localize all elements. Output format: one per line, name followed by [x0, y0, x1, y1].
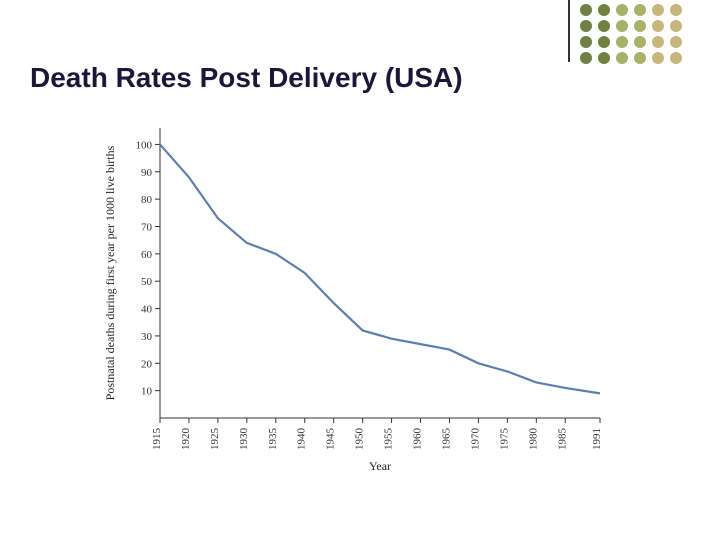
decor-dot [670, 52, 682, 64]
x-tick-label: 1930 [238, 428, 250, 451]
chart-container: 10 20 30 40 50 60 70 80 90 100 1915 1920 1925 1930 193… [90, 118, 630, 488]
data-line [160, 144, 600, 393]
decor-dot [652, 52, 664, 64]
x-tick-label: 1935 [267, 428, 279, 451]
x-tick-label: 1940 [296, 428, 308, 451]
y-tick-label: 100 [136, 139, 153, 151]
line-chart: 10 20 30 40 50 60 70 80 90 100 1915 1920 1925 1930 193… [90, 118, 630, 488]
decor-dot [670, 36, 682, 48]
y-tick-label: 40 [141, 304, 153, 316]
decor-dot [652, 4, 664, 16]
x-tick-label: 1925 [209, 428, 221, 451]
decor-dot [670, 20, 682, 32]
x-tick-label: 1960 [412, 428, 424, 451]
decor-dot [580, 36, 592, 48]
decor-dot [598, 52, 610, 64]
y-tick-label: 20 [141, 358, 153, 370]
decor-dot [598, 4, 610, 16]
decor-dot [580, 20, 592, 32]
decor-dot [616, 20, 628, 32]
x-tick-label: 1965 [440, 428, 452, 451]
y-tick-label: 80 [141, 194, 153, 206]
y-axis-title: Postnatal deaths during first year per 1… [103, 145, 117, 400]
y-tick-label: 60 [141, 249, 153, 261]
decor-dot [616, 4, 628, 16]
decor-dot [652, 20, 664, 32]
y-tick-label: 90 [141, 167, 153, 179]
decor-dot [580, 52, 592, 64]
corner-dot-grid [556, 0, 706, 70]
y-tick-label: 70 [141, 221, 153, 233]
decor-dot [598, 36, 610, 48]
decor-dot [616, 36, 628, 48]
page-title: Death Rates Post Delivery (USA) [30, 62, 463, 94]
x-tick-label: 1985 [556, 428, 568, 451]
x-tick-label: 1991 [591, 428, 603, 450]
x-tick-label: 1915 [151, 428, 163, 451]
decor-dot [634, 20, 646, 32]
decor-dot [670, 4, 682, 16]
x-tick-label: 1955 [383, 428, 395, 451]
x-tick-label: 1980 [527, 428, 539, 451]
decor-dot [634, 52, 646, 64]
x-tick-label: 1945 [325, 428, 337, 451]
y-tick-label: 10 [141, 386, 153, 398]
decor-dot [634, 36, 646, 48]
decor-dot [598, 20, 610, 32]
y-tick-label: 30 [141, 331, 153, 343]
y-tick-label: 50 [141, 276, 153, 288]
decor-dot [652, 36, 664, 48]
decor-dot [616, 52, 628, 64]
x-tick-label: 1920 [180, 428, 192, 451]
decor-dot [580, 4, 592, 16]
x-tick-label: 1970 [469, 428, 481, 451]
x-axis-title: Year [369, 459, 391, 473]
decor-dot [634, 4, 646, 16]
x-tick-label: 1975 [498, 428, 510, 451]
x-tick-label: 1950 [354, 428, 366, 451]
